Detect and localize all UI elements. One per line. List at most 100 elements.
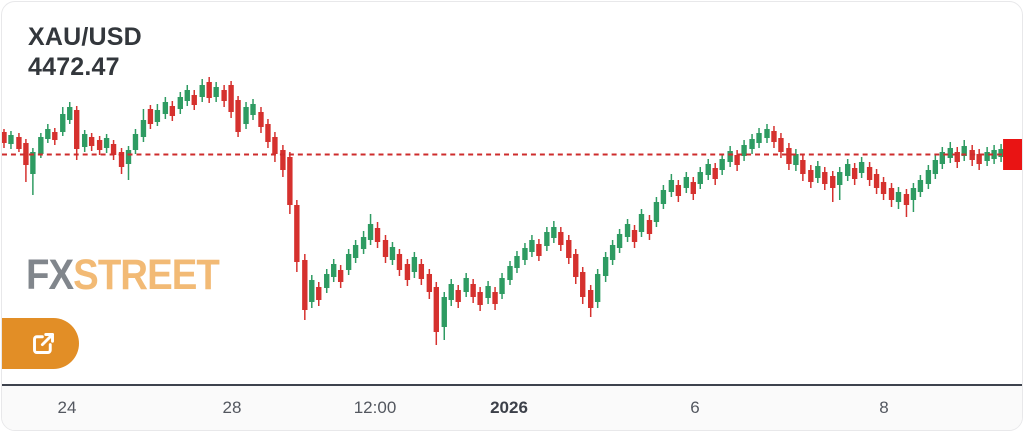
candle-body xyxy=(998,149,1004,157)
candle-body xyxy=(939,152,946,164)
candle-body xyxy=(719,159,725,170)
candle-body xyxy=(851,168,858,179)
candle-body xyxy=(786,148,792,164)
candle-body xyxy=(594,274,601,302)
candle-body xyxy=(749,139,755,149)
candle-body xyxy=(800,160,806,174)
fxstreet-logo: FXSTREET xyxy=(26,251,220,299)
candle-body xyxy=(67,107,73,120)
candle-body xyxy=(60,114,66,132)
candle-body xyxy=(536,244,542,256)
candle-body xyxy=(199,85,205,97)
candle-body xyxy=(544,232,550,246)
candle-body xyxy=(463,278,469,292)
candle-body xyxy=(778,138,784,152)
candle-body xyxy=(448,284,454,300)
candle-body xyxy=(455,290,461,302)
x-axis[interactable]: 24 28 12:00 2026 6 8 xyxy=(2,384,1022,430)
candle-body xyxy=(367,224,374,240)
candle-body xyxy=(265,124,271,142)
candle-body xyxy=(2,132,7,143)
candle-body xyxy=(514,256,520,268)
candle-body xyxy=(352,245,359,258)
candle-body xyxy=(162,102,169,114)
x-axis-label: 28 xyxy=(222,398,242,417)
candle-body xyxy=(154,110,161,122)
candle-body xyxy=(880,182,887,194)
x-axis-label: 8 xyxy=(879,398,889,417)
candle-body xyxy=(213,87,219,97)
candle-body xyxy=(191,95,197,105)
candle-body xyxy=(697,172,703,184)
candle-body xyxy=(616,234,623,248)
candle-body xyxy=(932,160,939,174)
candle-body xyxy=(8,135,14,144)
candle-body xyxy=(638,214,645,232)
candle-body xyxy=(492,292,498,304)
candle-body xyxy=(221,90,227,101)
candlestick-chart[interactable] xyxy=(2,2,1022,387)
candle-body xyxy=(668,180,675,192)
candle-body xyxy=(426,274,433,292)
candle-body xyxy=(125,150,132,164)
candle-body xyxy=(38,137,44,154)
candle-body xyxy=(573,254,579,277)
candle-body xyxy=(16,137,22,149)
candle-body xyxy=(433,287,439,332)
candle-body xyxy=(287,157,293,205)
candle-body xyxy=(389,247,396,260)
x-axis-label: 24 xyxy=(57,398,77,417)
candle-body xyxy=(873,174,880,188)
candle-body xyxy=(808,170,814,182)
candle-body xyxy=(631,230,638,242)
candle-body xyxy=(756,133,762,143)
candle-body xyxy=(316,287,322,300)
candle-body xyxy=(653,202,660,222)
candle-body xyxy=(712,168,718,179)
candle-body xyxy=(675,185,682,196)
candle-body xyxy=(418,264,425,279)
candle-body xyxy=(551,227,557,238)
candle-body xyxy=(272,137,278,154)
candle-body xyxy=(52,132,58,140)
candle-body xyxy=(961,146,967,156)
candle-body xyxy=(727,151,733,162)
candle-body xyxy=(411,257,418,272)
candle-body xyxy=(588,290,594,308)
candle-body xyxy=(324,274,330,288)
candle-body xyxy=(910,188,917,200)
candle-body xyxy=(947,148,953,158)
candle-body xyxy=(844,164,851,176)
candle-body xyxy=(499,278,505,294)
open-external-button[interactable] xyxy=(2,318,79,369)
candle-body xyxy=(81,134,88,147)
candle-body xyxy=(23,143,29,165)
candle-body xyxy=(132,134,139,150)
candle-body xyxy=(991,150,997,159)
price-chart-area[interactable] xyxy=(2,2,1022,387)
candle-body xyxy=(903,194,910,205)
logo-fx-text: FX xyxy=(26,251,74,299)
candle-body xyxy=(360,237,367,249)
candle-body xyxy=(683,177,690,188)
candle-body xyxy=(507,266,513,280)
candle-body xyxy=(74,110,80,149)
current-price-marker xyxy=(1003,139,1022,170)
candle-body xyxy=(235,100,241,132)
candle-body xyxy=(374,228,381,242)
candle-body xyxy=(815,166,821,178)
candle-body xyxy=(331,264,337,277)
candle-body xyxy=(147,109,154,124)
candle-body xyxy=(660,190,667,204)
candle-body xyxy=(602,257,609,276)
candle-body xyxy=(243,107,249,124)
candle-body xyxy=(30,152,36,174)
candle-body xyxy=(984,152,990,161)
logo-street-text: STREET xyxy=(73,251,220,299)
candle-body xyxy=(110,144,117,155)
candle-body xyxy=(258,112,264,127)
candle-body xyxy=(96,140,103,150)
candle-body xyxy=(396,254,403,270)
external-link-icon xyxy=(33,333,54,354)
